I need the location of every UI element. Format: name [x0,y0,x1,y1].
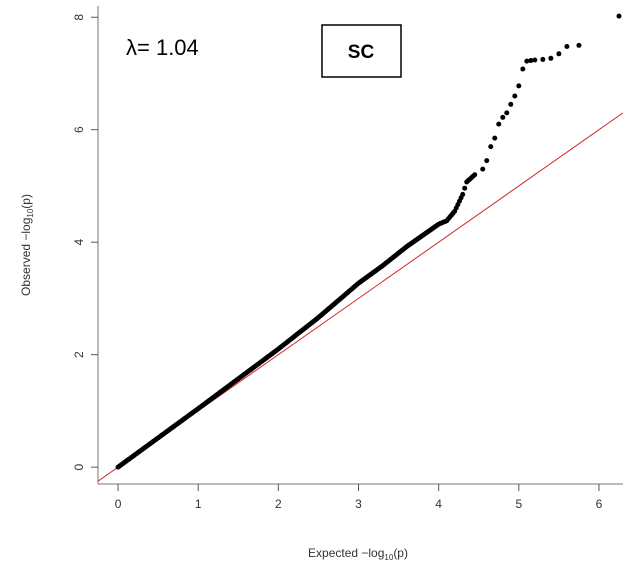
data-point [460,191,466,197]
panel-label: SC [348,42,375,63]
y-tick-label: 0 [72,463,86,470]
data-point [540,56,546,62]
tick-labels: 0 1 2 3 4 5 6 0 2 4 6 8 [72,14,603,511]
x-tick-label: 4 [435,497,442,511]
data-point [516,83,522,89]
data-point [492,135,498,141]
data-point [616,13,622,19]
data-point [520,66,526,72]
ticks [91,16,600,491]
data-points [115,13,622,470]
axes [97,6,623,485]
x-tick-label: 1 [195,497,202,511]
data-point [504,110,510,116]
data-point [488,144,494,150]
data-point [528,58,534,64]
y-tick-label: 4 [72,239,86,246]
x-tick-label: 2 [275,497,282,511]
x-tick-label: 5 [515,497,522,511]
x-tick-label: 0 [115,497,122,511]
data-point [480,166,486,172]
x-axis-title: Expected −log10(p) [308,546,408,562]
data-point [524,58,530,64]
data-point [508,101,514,107]
data-point [462,185,468,191]
y-tick-label: 8 [72,14,86,21]
data-point [532,57,538,63]
data-point [484,158,490,164]
data-point [548,55,554,61]
y-tick-label: 6 [72,126,86,133]
lambda-label: λ= 1.04 [126,35,199,60]
x-tick-label: 6 [596,497,603,511]
panel-label-box [321,24,402,78]
y-axis-title: Observed −log10(p) [19,194,35,296]
data-point [564,43,570,49]
data-point [500,114,506,120]
data-point [576,42,582,48]
data-point [556,51,562,57]
data-point [512,93,518,99]
data-point [472,172,478,178]
x-tick-label: 3 [355,497,362,511]
data-point [496,121,502,127]
y-tick-label: 2 [72,351,86,358]
